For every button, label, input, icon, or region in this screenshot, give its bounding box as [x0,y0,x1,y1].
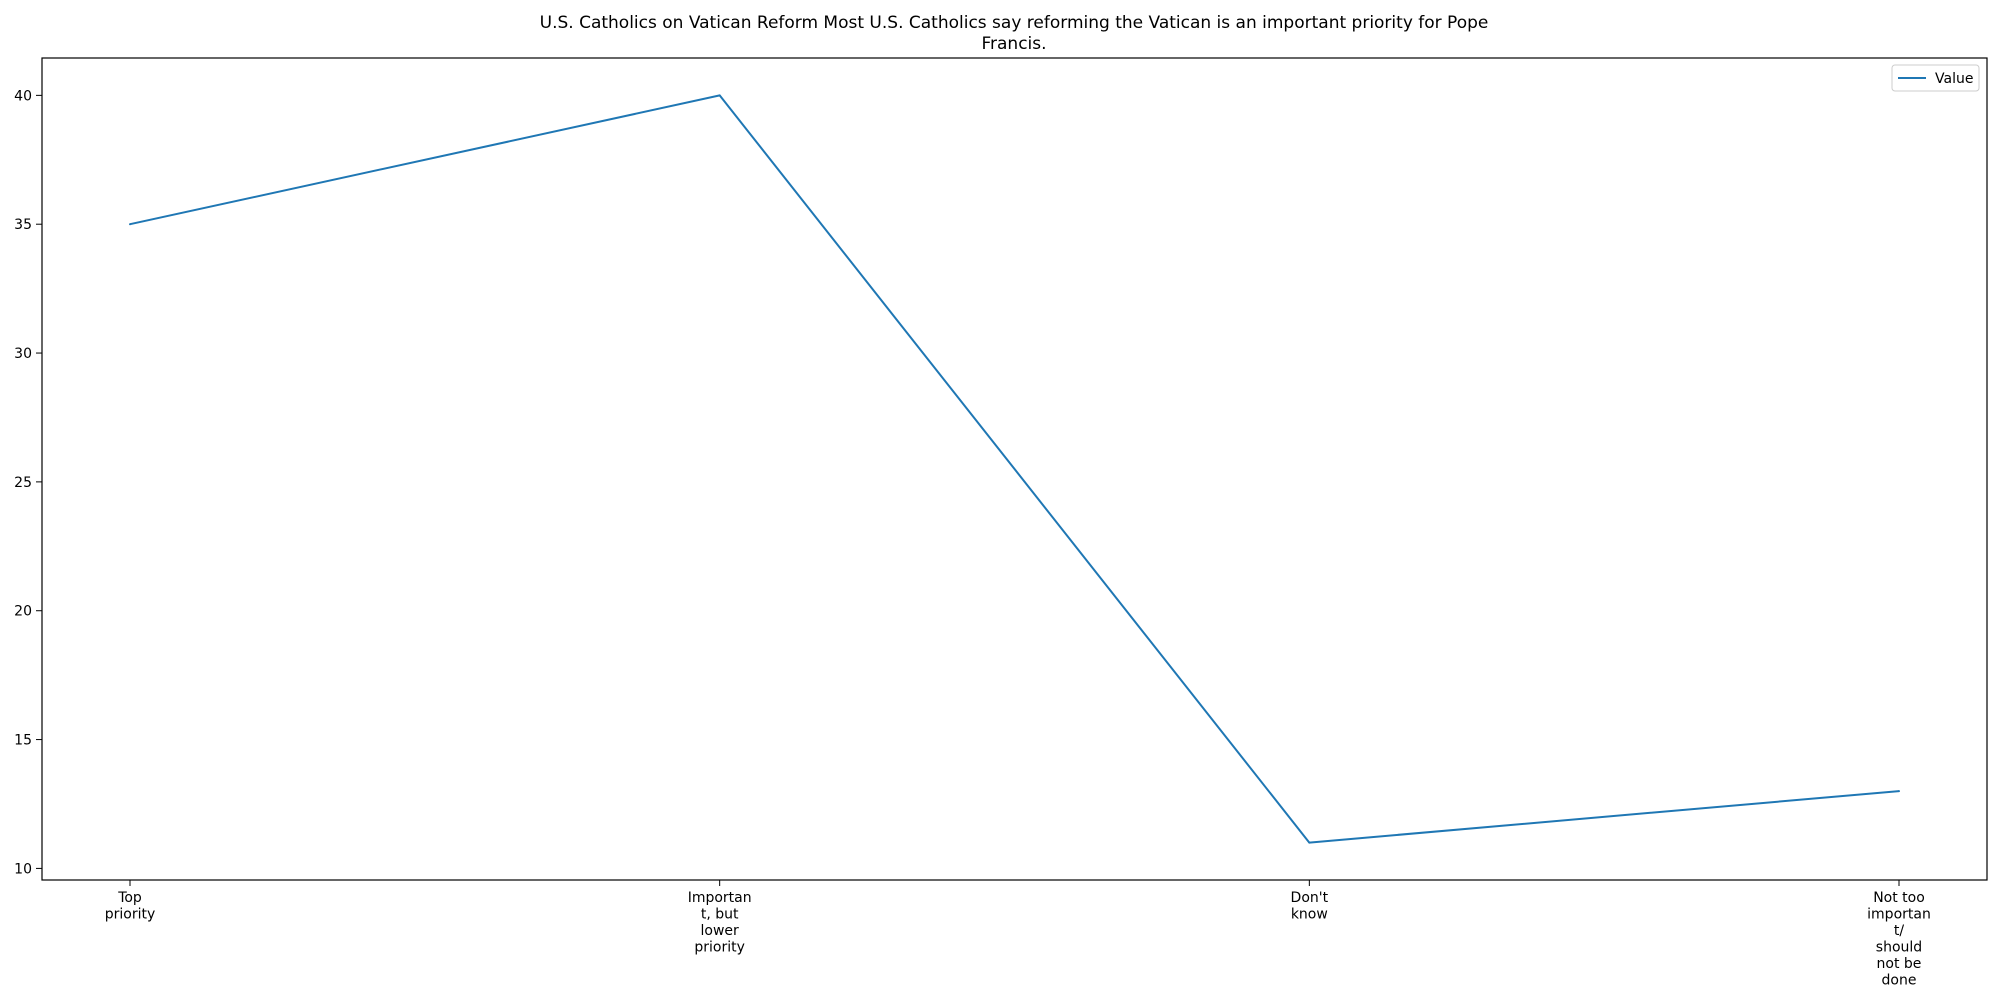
y-tick-label: 25 [14,475,32,491]
series-line [129,94,1900,844]
data-point [129,223,131,226]
x-axis: Top priority Importan t, but lower priority Do… [105,880,1931,989]
y-tick-label: 40 [14,88,32,104]
y-tick-label: 15 [14,733,32,749]
x-tick-label: Importan t, but lower priority [688,890,752,956]
legend-box [1891,64,1980,92]
data-point [1308,841,1311,844]
x-tick-label: Not too importan t/should not be done [1867,890,1931,989]
chart-title-line: Francis. [981,34,1046,54]
data-point [718,94,721,97]
legend-label: Value [1935,71,1973,87]
plot-area-frame [41,57,1988,881]
y-tick-label: 35 [14,217,32,233]
y-tick-label: 10 [14,861,32,877]
legend: Value [1891,64,1980,92]
y-tick-label: 30 [14,346,32,362]
x-tick-label: Top priority [105,890,156,923]
y-axis: 10 15 20 25 30 35 40 [14,88,42,877]
y-tick-label: 20 [14,604,32,620]
chart-title: U.S. Catholics on Vatican Reform Most U.… [540,13,1489,54]
x-tick-label: Don't know [1291,890,1329,923]
series-group [129,94,1900,844]
chart-title-line: U.S. Catholics on Vatican Reform Most U.… [540,13,1489,33]
data-point [1898,790,1900,793]
